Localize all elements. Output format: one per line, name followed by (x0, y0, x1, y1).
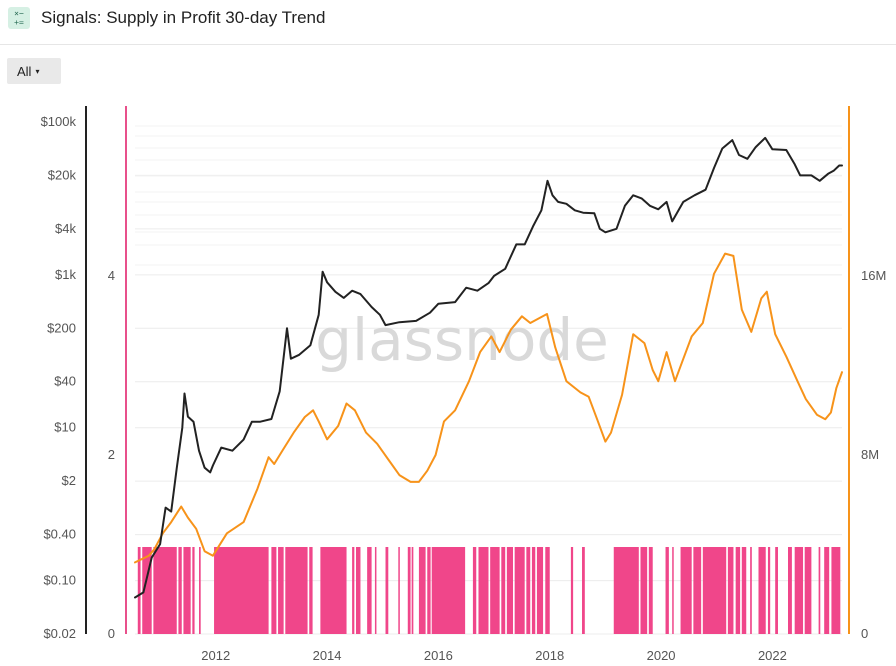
signal-bar (648, 547, 653, 634)
signal-bar (702, 547, 727, 634)
signal-bar (570, 547, 574, 634)
signal-bar (788, 547, 792, 634)
price-tick-label: $2 (62, 473, 76, 488)
signal-bar (183, 547, 191, 634)
signal-bar (367, 547, 372, 634)
signal-bar (153, 547, 177, 634)
signal-bar (640, 547, 648, 634)
signal-bar (398, 547, 400, 634)
signal-bar (750, 547, 752, 634)
signal-bar (278, 547, 284, 634)
formula-icon: ×− += (8, 7, 30, 29)
signal-bar (741, 547, 747, 634)
axes (85, 106, 850, 634)
range-dropdown-label: All (17, 64, 32, 79)
signal-bar (531, 547, 536, 634)
signal-bar (824, 547, 830, 634)
tick-labels: $100k $20k $4k $1k $200 $40 $10 $2 $0.40 $0.10 $0.… (41, 114, 887, 663)
signal-bar (804, 547, 812, 634)
signal-bar (137, 547, 141, 634)
signal-bar (514, 547, 525, 634)
supply-tick-label: 8M (861, 447, 879, 462)
signal-bar (735, 547, 741, 634)
signal-bar (142, 547, 152, 634)
signal-tick-label: 2 (108, 447, 115, 462)
signal-bar (411, 547, 414, 634)
signal-series (137, 547, 841, 634)
x-tick-label: 2016 (424, 648, 453, 663)
supply-tick-label: 16M (861, 268, 886, 283)
signal-tick-label: 0 (108, 626, 115, 641)
signal-bar (478, 547, 489, 634)
signal-bar (407, 547, 411, 634)
signal-bar (767, 547, 771, 634)
signal-bar (794, 547, 804, 634)
price-tick-label: $20k (48, 167, 77, 182)
signal-bar (374, 547, 377, 634)
signal-tick-label: 4 (108, 268, 115, 283)
price-tick-label: $100k (41, 114, 77, 129)
signal-bar (427, 547, 431, 634)
signal-bar (214, 547, 269, 634)
page-title: Signals: Supply in Profit 30-day Trend (41, 8, 326, 27)
supply-series (134, 252, 843, 564)
signal-bar (536, 547, 544, 634)
price-tick-label: $4k (55, 221, 76, 236)
watermark: glassnode (315, 306, 609, 374)
header-bar: ×− += Signals: Supply in Profit 30-day T… (0, 0, 896, 45)
price-tick-label: $0.02 (43, 626, 76, 641)
signal-bar (418, 547, 426, 634)
signal-bar (818, 547, 821, 634)
price-tick-label: $0.10 (43, 573, 76, 588)
signal-bar (178, 547, 182, 634)
signal-bar (582, 547, 585, 634)
price-tick-label: $1k (55, 267, 76, 282)
signal-bar (545, 547, 550, 634)
signal-bar (758, 547, 766, 634)
signal-bar (352, 547, 355, 634)
x-tick-label: 2022 (758, 648, 787, 663)
signal-bar (385, 547, 389, 634)
signal-bar (727, 547, 734, 634)
signal-bar (693, 547, 702, 634)
signal-bar (490, 547, 500, 634)
signal-bar (271, 547, 277, 634)
signal-bar (680, 547, 692, 634)
supply-line (134, 252, 843, 564)
signal-bar (506, 547, 513, 634)
signal-bar (672, 547, 674, 634)
range-dropdown[interactable]: All ▾ (7, 58, 61, 84)
price-tick-label: $0.40 (43, 527, 76, 542)
x-tick-label: 2020 (647, 648, 676, 663)
signal-bar (431, 547, 466, 634)
x-tick-label: 2014 (313, 648, 342, 663)
signal-bar (309, 547, 313, 634)
price-line (134, 136, 843, 599)
signal-bar (199, 547, 201, 634)
signal-bar (320, 547, 347, 634)
signal-bar (775, 547, 778, 634)
signal-bar (526, 547, 531, 634)
signal-bar (501, 547, 506, 634)
signal-bar (356, 547, 361, 634)
x-tick-label: 2012 (201, 648, 230, 663)
price-tick-label: $40 (54, 374, 76, 389)
x-tick-label: 2018 (535, 648, 564, 663)
signal-bar (285, 547, 308, 634)
signal-bar (665, 547, 669, 634)
price-series (134, 136, 843, 599)
signal-bar (192, 547, 195, 634)
signal-bar (613, 547, 639, 634)
supply-tick-label: 0 (861, 626, 868, 641)
chevron-down-icon: ▾ (35, 67, 40, 76)
signal-bar (472, 547, 477, 634)
price-tick-label: $10 (54, 420, 76, 435)
signal-bar (831, 547, 841, 634)
price-tick-label: $200 (47, 320, 76, 335)
